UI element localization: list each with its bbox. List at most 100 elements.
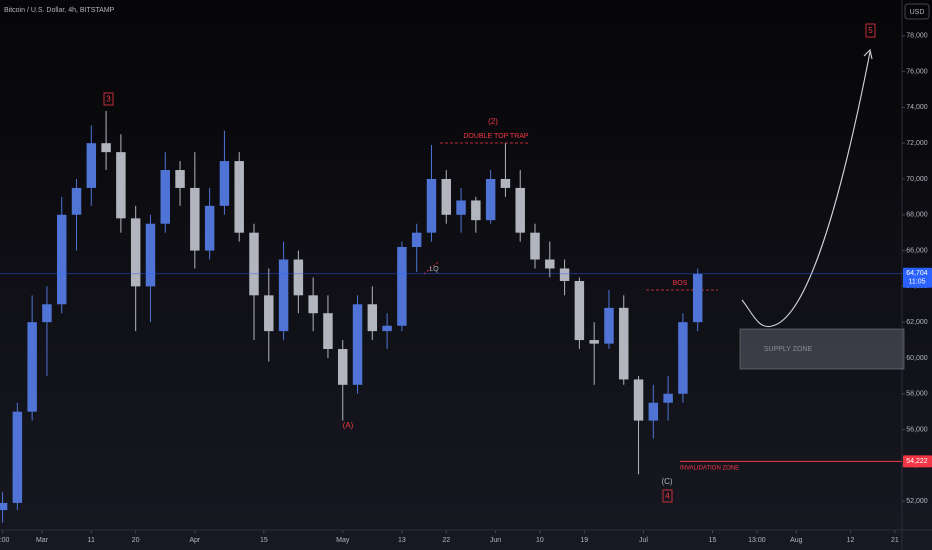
y-tick-label: 70,000	[906, 176, 928, 183]
candle-body	[515, 187, 525, 233]
wave-label: 4	[665, 492, 670, 501]
x-tick-label: May	[336, 537, 350, 544]
x-tick-label: Jun	[490, 537, 501, 544]
x-tick-label: 10	[536, 537, 544, 544]
candle-body	[56, 214, 67, 305]
candle-body	[485, 178, 496, 221]
symbol-title: Bitcoin / U.S. Dollar, 4h, BITSTAMP	[4, 7, 115, 14]
y-tick-label: 76,000	[906, 68, 928, 75]
x-tick-label: 22	[442, 537, 450, 544]
x-tick-label: 13	[398, 537, 406, 544]
candle-body	[397, 246, 407, 326]
candle-body	[338, 349, 348, 385]
wave-box	[865, 23, 876, 38]
last-price-box	[903, 267, 932, 288]
y-tick-label: 58,000	[906, 391, 928, 398]
y-tick-label: 74,000	[906, 104, 928, 111]
x-tick-label: 12	[847, 537, 855, 544]
y-tick-label: 78,000	[906, 33, 928, 40]
candle-body	[42, 304, 52, 323]
candle-body	[678, 322, 688, 394]
arrow-head	[863, 48, 873, 60]
x-tick-label: 20	[132, 537, 140, 544]
candle-body	[471, 200, 481, 221]
candle-body	[441, 178, 451, 215]
candle-body	[12, 411, 23, 503]
annotation: DOUBLE TOP TRAP	[463, 133, 529, 140]
candle-body	[574, 281, 585, 341]
candle-body	[367, 304, 378, 332]
candle-body	[27, 322, 37, 412]
wave-label: (A)	[343, 421, 354, 430]
supply-zone	[739, 328, 905, 370]
candle-body	[323, 313, 333, 350]
wave-label: 5	[868, 26, 873, 35]
candle-body	[234, 161, 244, 233]
candle-body	[308, 295, 318, 314]
countdown-label: 11:05	[909, 279, 926, 286]
candle-body	[130, 218, 141, 287]
candle-body	[559, 268, 570, 282]
candle-body	[293, 259, 304, 296]
wave-label: (C)	[661, 477, 672, 486]
x-tick-label: 0:00	[0, 537, 9, 544]
y-tick-label: 66,000	[906, 247, 928, 254]
candle-body	[71, 187, 82, 215]
annotation: BOS	[673, 280, 688, 287]
wave-box	[662, 489, 673, 503]
candle-body	[352, 304, 363, 385]
candle-body	[619, 307, 629, 380]
annotation: SUPPLY ZONE	[764, 346, 813, 353]
candle-body	[530, 232, 540, 260]
candle-body	[86, 143, 97, 188]
x-tick-label: Apr	[189, 537, 201, 544]
candle-body	[145, 223, 156, 287]
projection-arrow	[741, 51, 871, 328]
lq-line	[423, 261, 439, 275]
x-tick-label: 21	[891, 537, 899, 544]
wave-label: 3	[106, 95, 111, 104]
annotation: INVALIDATION ZONE	[680, 466, 739, 472]
x-tick-label: Mar	[36, 537, 49, 544]
y-tick-label: 68,000	[906, 212, 928, 219]
x-tick-label: Jul	[639, 537, 648, 544]
candle-body	[175, 170, 185, 188]
currency-box[interactable]	[904, 3, 930, 20]
invalidation-label: 54,222	[906, 458, 928, 465]
x-tick-label: 11	[88, 537, 95, 544]
last-price-label: 64,704	[906, 270, 928, 277]
candle-body	[633, 379, 644, 421]
x-tick-label: Aug	[790, 537, 803, 544]
x-tick-label: 13:00	[748, 537, 766, 544]
candle-body	[116, 152, 126, 219]
annotation: LQ	[429, 266, 439, 273]
y-tick-label: 60,000	[906, 355, 928, 362]
y-tick-label: 72,000	[906, 140, 928, 147]
candle-body	[264, 295, 274, 332]
candle-body	[249, 232, 259, 296]
candle-body	[0, 502, 8, 511]
candle-body	[204, 205, 215, 251]
candle-body	[160, 170, 170, 224]
candle-body	[456, 200, 466, 215]
candle-body	[663, 393, 673, 403]
wave-label: (2)	[488, 117, 498, 126]
x-tick-label: 15	[260, 537, 268, 544]
y-tick-label: 62,000	[906, 319, 928, 326]
candle-body	[382, 325, 392, 332]
candle-body	[648, 402, 659, 421]
y-tick-label: 52,000	[906, 498, 928, 505]
candle-body	[500, 178, 511, 188]
x-tick-label: 15	[709, 537, 717, 544]
x-tick-label: 19	[580, 537, 588, 544]
invalidation-box	[903, 455, 932, 468]
candle-body	[190, 187, 200, 251]
currency[interactable]: USD	[910, 9, 925, 16]
y-tick-label: 56,000	[906, 426, 928, 433]
wave-box	[103, 92, 114, 106]
candle-body	[545, 259, 555, 269]
candle-body	[101, 143, 111, 153]
candle-body	[589, 340, 599, 344]
